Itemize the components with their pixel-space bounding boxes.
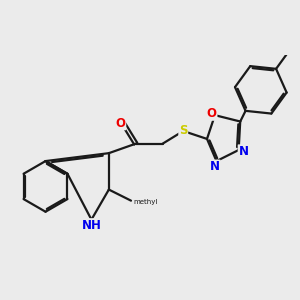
Text: NH: NH xyxy=(82,219,101,232)
Text: O: O xyxy=(116,117,126,130)
Text: N: N xyxy=(238,145,248,158)
Text: O: O xyxy=(207,107,217,120)
Text: methyl: methyl xyxy=(134,199,158,205)
Text: S: S xyxy=(179,124,188,137)
Text: N: N xyxy=(210,160,220,173)
